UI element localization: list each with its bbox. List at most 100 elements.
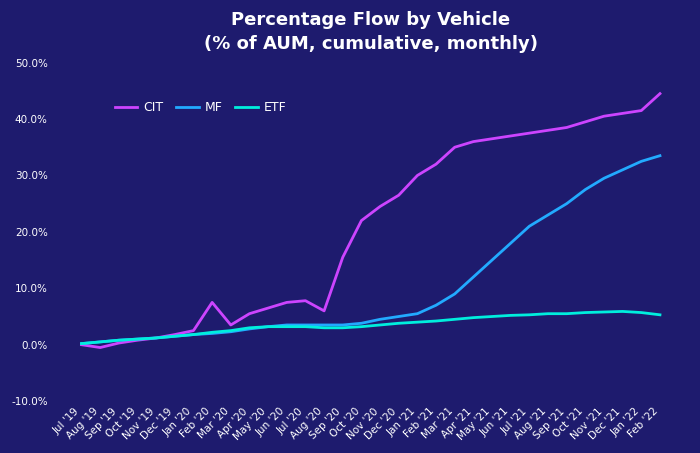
ETF <box>301 324 309 329</box>
Line: ETF: ETF <box>81 311 660 343</box>
ETF <box>581 310 589 315</box>
CIT <box>469 139 477 145</box>
ETF <box>227 328 235 333</box>
ETF <box>171 333 179 339</box>
MF <box>507 241 515 246</box>
MF <box>451 291 459 297</box>
MF <box>618 167 626 173</box>
MF <box>581 187 589 192</box>
CIT <box>283 300 291 305</box>
ETF <box>283 324 291 329</box>
CIT <box>525 130 533 136</box>
MF <box>115 337 123 343</box>
CIT <box>600 114 608 119</box>
CIT <box>227 322 235 328</box>
ETF <box>133 337 141 342</box>
MF <box>413 311 421 316</box>
CIT <box>245 311 253 316</box>
MF <box>208 331 216 336</box>
CIT <box>77 342 85 347</box>
ETF <box>432 318 440 324</box>
MF <box>544 212 552 217</box>
Line: MF: MF <box>81 156 660 343</box>
ETF <box>245 325 253 331</box>
CIT <box>264 305 272 311</box>
ETF <box>189 332 197 337</box>
ETF <box>525 312 533 318</box>
CIT <box>432 161 440 167</box>
MF <box>357 321 365 326</box>
ETF <box>264 324 272 329</box>
ETF <box>507 313 515 318</box>
CIT <box>413 173 421 178</box>
ETF <box>115 337 123 343</box>
CIT <box>376 204 384 209</box>
Title: Percentage Flow by Vehicle
(% of AUM, cumulative, monthly): Percentage Flow by Vehicle (% of AUM, cu… <box>204 11 538 53</box>
CIT <box>581 119 589 125</box>
ETF <box>320 325 328 331</box>
ETF <box>413 319 421 325</box>
MF <box>469 275 477 280</box>
CIT <box>357 218 365 223</box>
MF <box>432 303 440 308</box>
ETF <box>637 310 645 315</box>
MF <box>171 333 179 339</box>
CIT <box>96 345 104 350</box>
MF <box>245 326 253 332</box>
CIT <box>507 133 515 139</box>
MF <box>563 201 571 207</box>
CIT <box>618 111 626 116</box>
CIT <box>451 145 459 150</box>
MF <box>152 335 160 341</box>
CIT <box>115 340 123 346</box>
MF <box>77 341 85 346</box>
CIT <box>171 332 179 337</box>
ETF <box>376 322 384 328</box>
CIT <box>339 255 347 260</box>
ETF <box>357 324 365 329</box>
ETF <box>152 335 160 341</box>
ETF <box>618 308 626 314</box>
ETF <box>96 339 104 345</box>
CIT <box>656 91 664 96</box>
MF <box>320 322 328 328</box>
MF <box>488 257 496 263</box>
ETF <box>488 314 496 319</box>
CIT <box>544 128 552 133</box>
MF <box>656 153 664 159</box>
CIT <box>189 328 197 333</box>
MF <box>264 324 272 329</box>
CIT <box>208 300 216 305</box>
ETF <box>451 317 459 322</box>
ETF <box>208 330 216 335</box>
ETF <box>469 315 477 320</box>
MF <box>600 176 608 181</box>
MF <box>525 223 533 229</box>
MF <box>301 322 309 328</box>
MF <box>376 317 384 322</box>
CIT <box>637 108 645 113</box>
MF <box>133 337 141 342</box>
CIT <box>152 335 160 341</box>
MF <box>637 159 645 164</box>
MF <box>395 314 403 319</box>
Line: CIT: CIT <box>81 94 660 347</box>
CIT <box>488 136 496 141</box>
MF <box>283 322 291 328</box>
CIT <box>320 308 328 313</box>
ETF <box>544 311 552 316</box>
ETF <box>600 309 608 315</box>
ETF <box>563 311 571 316</box>
MF <box>339 322 347 328</box>
ETF <box>656 312 664 318</box>
CIT <box>563 125 571 130</box>
ETF <box>339 325 347 331</box>
MF <box>189 332 197 337</box>
CIT <box>395 193 403 198</box>
MF <box>227 329 235 334</box>
Legend: CIT, MF, ETF: CIT, MF, ETF <box>110 96 292 119</box>
ETF <box>395 321 403 326</box>
CIT <box>133 337 141 343</box>
MF <box>96 339 104 345</box>
CIT <box>301 298 309 304</box>
